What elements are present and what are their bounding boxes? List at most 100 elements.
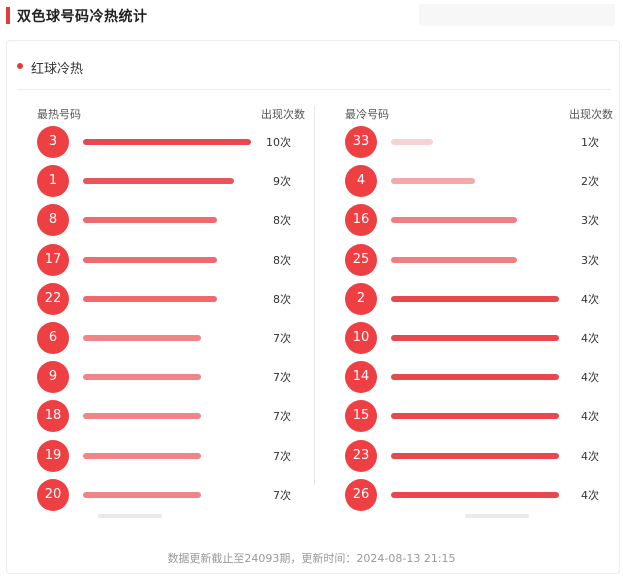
hot-number-row: 17 8次	[35, 243, 305, 277]
frequency-bar	[391, 491, 559, 498]
frequency-bar	[83, 491, 201, 498]
cold-number-row: 14 4次	[343, 360, 613, 394]
frequency-bar	[391, 256, 517, 263]
hot-count-header: 出现次数	[261, 108, 305, 121]
frequency-track	[83, 295, 251, 302]
frequency-bar	[83, 374, 201, 381]
hot-number-row: 22 8次	[35, 282, 305, 316]
frequency-track	[391, 335, 559, 341]
occurrence-count: 9次	[273, 175, 291, 189]
hot-number-row: 20 7次	[35, 478, 305, 512]
frequency-track	[83, 256, 251, 263]
cold-number-row: 15 4次	[343, 399, 613, 433]
number-ball: 4	[345, 165, 377, 198]
number-ball: 26	[345, 478, 377, 511]
cold-number-header: 最冷号码	[345, 108, 389, 121]
frequency-track	[83, 139, 251, 145]
frequency-bar	[83, 217, 217, 224]
number-ball: 6	[37, 322, 69, 354]
number-ball: 19	[37, 439, 69, 472]
occurrence-count: 3次	[581, 214, 599, 228]
stats-card: 红球冷热 最热号码 出现次数 3 10次 1 9次 8 8次 17 8次 22 8次 6 7次 9 7次 1…	[6, 40, 620, 574]
hot-number-row: 6 7次	[35, 321, 305, 355]
page-header: 双色球号码冷热统计	[0, 0, 623, 32]
cold-number-row: 25 3次	[343, 243, 613, 277]
number-ball: 16	[345, 204, 377, 237]
frequency-track	[391, 374, 559, 381]
frequency-track	[391, 217, 559, 224]
occurrence-count: 4次	[581, 449, 599, 463]
frequency-bar	[83, 413, 201, 420]
frequency-bar	[83, 256, 217, 263]
number-ball: 20	[37, 478, 69, 511]
number-ball: 10	[345, 322, 377, 354]
hot-numbers-column: 最热号码 出现次数 3 10次 1 9次 8 8次 17 8次 22 8次 6 7次 9 7次 18 7次 19…	[35, 101, 305, 511]
occurrence-count: 4次	[581, 371, 599, 385]
number-ball: 14	[345, 361, 377, 394]
frequency-track	[391, 452, 559, 459]
frequency-bar	[83, 295, 217, 302]
hot-number-row: 19 7次	[35, 439, 305, 473]
cold-number-row: 2 4次	[343, 282, 613, 316]
footer-decor-right	[465, 514, 529, 518]
frequency-track	[83, 491, 251, 498]
frequency-bar	[83, 335, 201, 341]
number-ball: 8	[37, 204, 69, 237]
frequency-bar	[391, 452, 559, 459]
hot-number-header: 最热号码	[37, 108, 81, 121]
occurrence-count: 2次	[581, 175, 599, 189]
occurrence-count: 7次	[273, 488, 291, 502]
occurrence-count: 8次	[273, 214, 291, 228]
frequency-track	[391, 139, 559, 145]
frequency-track	[83, 335, 251, 341]
number-ball: 1	[37, 165, 69, 198]
frequency-track	[83, 374, 251, 381]
frequency-track	[391, 491, 559, 498]
frequency-bar	[391, 413, 559, 420]
occurrence-count: 7次	[273, 410, 291, 424]
cold-numbers-column: 最冷号码 出现次数 33 1次 4 2次 16 3次 25 3次 2 4次 10 4次 14 4次 15 4次…	[343, 101, 613, 511]
frequency-track	[391, 256, 559, 263]
hot-number-row: 8 8次	[35, 203, 305, 237]
cold-number-row: 16 3次	[343, 203, 613, 237]
frequency-bar	[83, 178, 234, 185]
occurrence-count: 7次	[273, 332, 291, 345]
frequency-track	[391, 178, 559, 185]
number-ball: 3	[37, 126, 69, 158]
frequency-bar	[83, 452, 201, 459]
number-ball: 2	[345, 282, 377, 315]
frequency-bar	[391, 374, 559, 381]
occurrence-count: 4次	[581, 488, 599, 502]
frequency-bar	[391, 295, 559, 302]
frequency-track	[391, 295, 559, 302]
occurrence-count: 1次	[581, 136, 599, 149]
number-ball: 17	[37, 243, 69, 276]
hot-number-row: 1 9次	[35, 164, 305, 198]
frequency-track	[391, 413, 559, 420]
occurrence-count: 8次	[273, 292, 291, 306]
occurrence-count: 4次	[581, 332, 599, 345]
number-ball: 23	[345, 439, 377, 472]
page-title: 双色球号码冷热统计	[17, 9, 148, 25]
occurrence-count: 7次	[273, 371, 291, 385]
cold-number-row: 4 2次	[343, 164, 613, 198]
frequency-track	[83, 178, 251, 185]
frequency-track	[83, 217, 251, 224]
frequency-bar	[391, 217, 517, 224]
hot-number-row: 18 7次	[35, 399, 305, 433]
section-dot	[17, 63, 23, 69]
column-divider	[314, 105, 315, 485]
frequency-track	[83, 452, 251, 459]
frequency-bar	[391, 139, 433, 145]
occurrence-count: 4次	[581, 292, 599, 306]
frequency-bar	[83, 139, 251, 145]
occurrence-count: 7次	[273, 449, 291, 463]
cold-number-row: 33 1次	[343, 125, 613, 159]
cold-number-row: 23 4次	[343, 439, 613, 473]
number-ball: 22	[37, 282, 69, 315]
frequency-bar	[391, 178, 475, 185]
header-placeholder	[419, 4, 615, 26]
update-info: 数据更新截止至24093期，更新时间：2024-08-13 21:15	[167, 552, 456, 565]
occurrence-count: 8次	[273, 253, 291, 267]
occurrence-count: 4次	[581, 410, 599, 424]
